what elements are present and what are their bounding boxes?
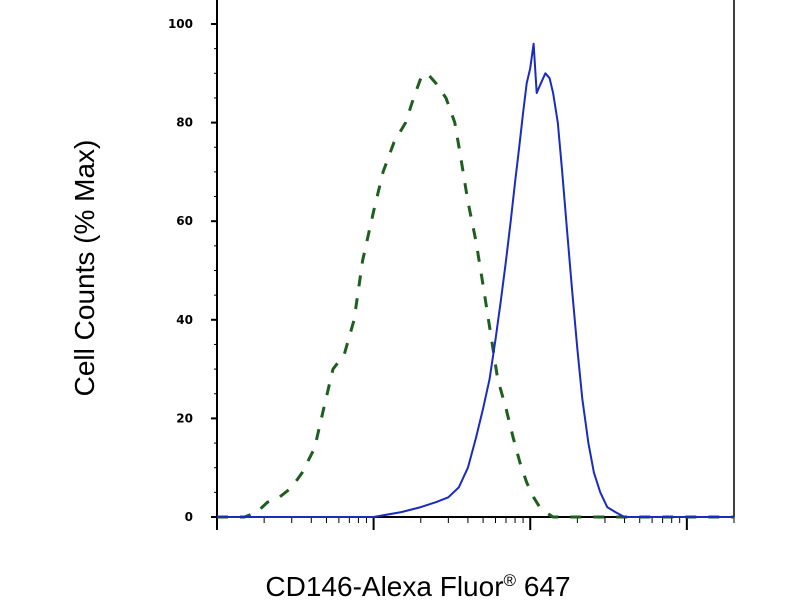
y-tick-label: 100 — [168, 17, 193, 31]
y-tick-label: 0 — [185, 510, 193, 524]
y-tick-label: 20 — [176, 411, 193, 425]
y-tick-label: 60 — [176, 214, 193, 228]
x-axis-label-superscript: ® — [504, 571, 517, 590]
x-axis-ticks — [216, 517, 735, 530]
x-axis-label-main: CD146-Alexa Fluor — [265, 571, 503, 600]
x-axis-label-suffix: 647 — [516, 571, 571, 600]
series-layer — [217, 42, 734, 519]
y-axis-label: Cell Counts (% Max) — [69, 140, 100, 397]
histogram-solid-series — [217, 42, 734, 518]
y-tick-label: 40 — [176, 313, 193, 327]
x-axis-label: CD146-Alexa Fluor® 647 — [265, 571, 570, 600]
histogram-dashed-series — [217, 71, 734, 519]
y-axis-ticks: 0 20 40 60 80 100 — [168, 17, 217, 524]
y-tick-label: 80 — [176, 116, 193, 130]
